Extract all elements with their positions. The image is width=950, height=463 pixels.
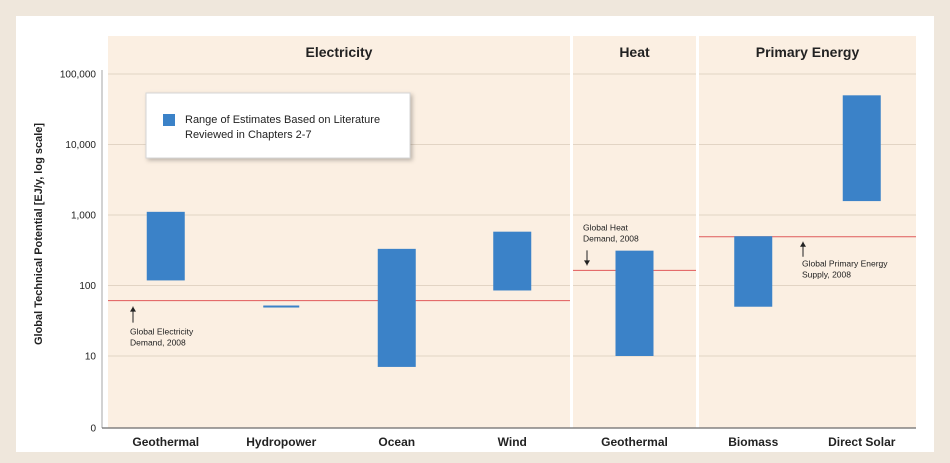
range-bar (615, 250, 654, 356)
range-bar (842, 95, 881, 202)
legend: Range of Estimates Based on Literature R… (145, 92, 411, 159)
chart-frame: 0 10 100 1,000 10,000 100,000 Electricity Geoth… (16, 16, 934, 452)
category-label: Geothermal (601, 435, 668, 449)
annotation-arrow-head (130, 306, 136, 312)
y-tick-label: 10,000 (65, 140, 96, 151)
category-label: Ocean (378, 435, 415, 449)
panel-background-2 (699, 36, 916, 428)
legend-box (145, 92, 411, 159)
category-label: Biomass (728, 435, 778, 449)
reference-label-line1: Global Heat (583, 222, 629, 232)
reference-label-line2: Demand, 2008 (583, 233, 639, 243)
labels-layer: 0 10 100 1,000 10,000 100,000 Electricity Geoth… (60, 44, 896, 449)
category-label: Wind (498, 435, 527, 449)
annotation-arrow-head (584, 260, 590, 266)
y-tick-label: 0 (90, 424, 96, 435)
range-bar (377, 248, 416, 367)
panel-background-1 (573, 36, 696, 428)
range-bar (263, 305, 300, 308)
technical-potential-chart: 0 10 100 1,000 10,000 100,000 Electricity Geoth… (33, 36, 916, 449)
reference-label-line2: Demand, 2008 (130, 338, 186, 348)
y-tick-label: 1,000 (71, 211, 96, 222)
grid-layer (101, 70, 916, 429)
range-bar (734, 236, 773, 307)
panel-title: Primary Energy (756, 44, 860, 60)
category-label: Geothermal (132, 435, 199, 449)
range-bar (493, 231, 532, 291)
annotation-arrow-head (800, 241, 806, 247)
y-axis-label: Global Technical Potential [EJ/y, log sc… (33, 123, 45, 345)
reference-label-line2: Supply, 2008 (802, 270, 851, 280)
category-label: Hydropower (246, 435, 316, 449)
legend-label-line1: Range of Estimates Based on Literature (185, 114, 380, 126)
panel-title: Electricity (306, 44, 373, 60)
y-tick-label: 100 (79, 281, 96, 292)
reference-label-line1: Global Primary Energy (802, 259, 888, 269)
range-bar (146, 211, 185, 281)
reference-label-line1: Global Electricity (130, 327, 194, 337)
category-label: Direct Solar (828, 435, 896, 449)
y-tick-label: 10 (85, 352, 97, 363)
y-tick-label: 100,000 (60, 70, 97, 81)
legend-swatch (163, 114, 175, 126)
legend-label-line2: Reviewed in Chapters 2-7 (185, 129, 312, 141)
bars-layer (146, 95, 881, 367)
panel-title: Heat (619, 44, 650, 60)
